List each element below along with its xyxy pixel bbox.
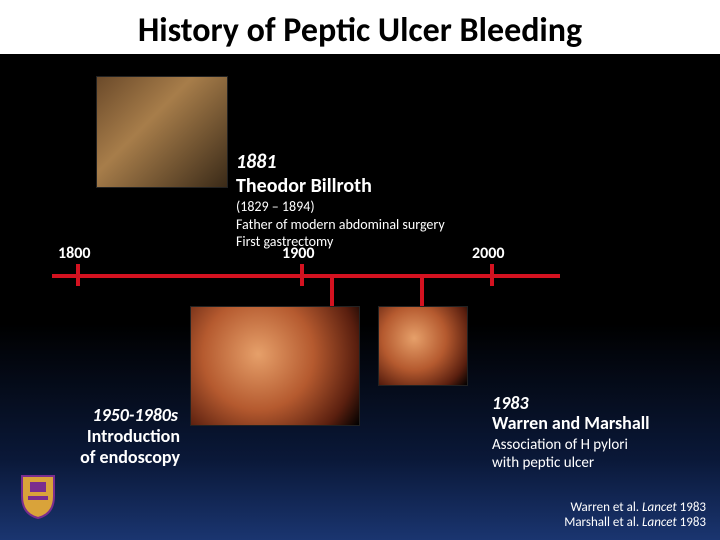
image-billroth-surgery bbox=[96, 76, 228, 188]
image-endoscopy-small bbox=[378, 306, 468, 386]
event-endoscopy-year: 1950-1980s bbox=[48, 404, 178, 426]
event-endoscopy-title: Introduction of endoscopy bbox=[30, 426, 180, 467]
timeline-tick-2000 bbox=[490, 264, 494, 286]
endoscopy-title-l1: Introduction bbox=[30, 426, 180, 447]
hpylori-sub-l2: with peptic ulcer bbox=[492, 454, 628, 472]
event-hpylori-year: 1983 bbox=[492, 392, 529, 414]
hpylori-sub-l1: Association of H pylori bbox=[492, 436, 628, 454]
citation-1: Warren et al. Lancet 1983 bbox=[564, 500, 706, 515]
citation-2-post: 1983 bbox=[680, 515, 706, 530]
event-billroth-year: 1881 bbox=[236, 150, 277, 174]
citation-1-pre: Warren et al. bbox=[570, 500, 642, 515]
event-hpylori-details: Association of H pylori with peptic ulce… bbox=[492, 436, 628, 472]
event-hpylori-title: Warren and Marshall bbox=[492, 412, 650, 434]
billroth-achievement: First gastrectomy bbox=[236, 233, 445, 251]
timeline-label-2000: 2000 bbox=[472, 244, 504, 263]
crest-icon bbox=[18, 472, 58, 520]
endoscopy-title-l2: of endoscopy bbox=[30, 447, 180, 468]
timeline-tick-1900 bbox=[300, 264, 304, 286]
citation-1-post: 1983 bbox=[680, 500, 706, 515]
billroth-epithet: Father of modern abdominal surgery bbox=[236, 216, 445, 234]
citation-2-src: Lancet bbox=[642, 515, 680, 530]
citations: Warren et al. Lancet 1983 Marshall et al… bbox=[564, 500, 706, 530]
billroth-lifespan: (1829 – 1894) bbox=[236, 198, 445, 216]
citation-1-src: Lancet bbox=[642, 500, 680, 515]
timeline-label-1800: 1800 bbox=[58, 244, 90, 263]
event-billroth-name: Theodor Billroth bbox=[236, 174, 372, 198]
slide-title: History of Peptic Ulcer Bleeding bbox=[0, 10, 720, 51]
event-billroth-details: (1829 – 1894) Father of modern abdominal… bbox=[236, 198, 445, 251]
image-endoscopy-large bbox=[190, 306, 360, 426]
citation-2: Marshall et al. Lancet 1983 bbox=[564, 515, 706, 530]
citation-2-pre: Marshall et al. bbox=[564, 515, 642, 530]
timeline-tick-1800 bbox=[76, 264, 80, 286]
timeline-axis bbox=[52, 274, 560, 278]
timeline-label-1900: 1900 bbox=[282, 244, 314, 263]
